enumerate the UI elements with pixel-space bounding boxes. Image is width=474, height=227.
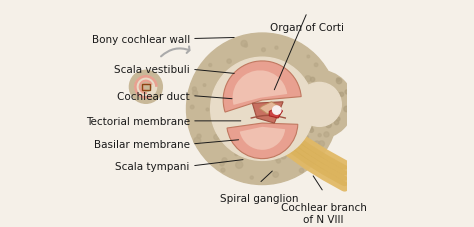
Circle shape [203, 84, 206, 87]
Wedge shape [233, 71, 287, 106]
Circle shape [318, 134, 321, 137]
Circle shape [250, 176, 253, 179]
Circle shape [221, 168, 225, 172]
Circle shape [227, 60, 231, 64]
Circle shape [305, 136, 309, 139]
Circle shape [301, 150, 306, 155]
Circle shape [276, 159, 281, 163]
Circle shape [310, 78, 315, 82]
Text: Organ of Corti: Organ of Corti [270, 23, 344, 33]
Circle shape [273, 106, 281, 115]
Circle shape [280, 153, 286, 159]
Circle shape [220, 162, 224, 166]
Circle shape [345, 90, 349, 95]
Circle shape [324, 132, 329, 137]
Circle shape [309, 127, 312, 131]
Circle shape [317, 122, 321, 127]
Circle shape [275, 157, 278, 161]
Circle shape [186, 34, 338, 185]
Circle shape [332, 90, 337, 95]
Circle shape [334, 121, 339, 125]
Text: Bony cochlear wall: Bony cochlear wall [91, 34, 190, 44]
Wedge shape [134, 76, 158, 99]
Circle shape [314, 64, 318, 67]
Text: Spiral ganglion: Spiral ganglion [220, 193, 298, 203]
Circle shape [291, 95, 297, 101]
Circle shape [285, 71, 354, 139]
Circle shape [330, 109, 333, 112]
Circle shape [336, 103, 340, 107]
Circle shape [314, 141, 320, 147]
Circle shape [344, 107, 349, 112]
Circle shape [292, 104, 296, 107]
Circle shape [206, 109, 209, 111]
Circle shape [262, 49, 265, 52]
Circle shape [336, 118, 340, 121]
Circle shape [273, 172, 278, 178]
Circle shape [135, 77, 156, 98]
Circle shape [308, 116, 313, 121]
Circle shape [305, 76, 311, 83]
Circle shape [288, 105, 292, 109]
Polygon shape [252, 102, 283, 123]
Circle shape [294, 101, 299, 106]
Text: Scala vestibuli: Scala vestibuli [114, 65, 190, 75]
Circle shape [244, 45, 247, 48]
Circle shape [214, 135, 219, 140]
Polygon shape [260, 102, 279, 114]
Circle shape [297, 107, 301, 111]
Circle shape [236, 162, 243, 169]
Wedge shape [240, 127, 285, 150]
Wedge shape [142, 84, 149, 91]
Circle shape [316, 100, 322, 107]
Circle shape [141, 83, 151, 92]
Circle shape [325, 88, 331, 93]
Text: Cochlear duct: Cochlear duct [117, 91, 190, 101]
Circle shape [318, 88, 322, 92]
Circle shape [337, 79, 342, 84]
Wedge shape [138, 80, 153, 95]
Circle shape [339, 93, 344, 97]
Text: Basilar membrane: Basilar membrane [94, 139, 190, 149]
Text: Tectorial membrane: Tectorial membrane [86, 116, 190, 126]
Circle shape [194, 138, 201, 145]
Text: Scala tympani: Scala tympani [115, 161, 190, 171]
Polygon shape [269, 108, 283, 118]
Circle shape [300, 169, 304, 173]
Circle shape [209, 64, 212, 67]
Circle shape [305, 98, 307, 100]
Circle shape [337, 79, 340, 82]
Circle shape [297, 83, 341, 127]
Circle shape [222, 158, 227, 163]
Circle shape [192, 88, 196, 92]
Circle shape [312, 119, 316, 123]
Circle shape [292, 112, 295, 115]
Circle shape [295, 119, 300, 123]
Circle shape [306, 124, 310, 128]
Circle shape [288, 111, 292, 115]
Circle shape [304, 110, 309, 115]
Circle shape [309, 149, 312, 153]
Circle shape [197, 134, 201, 139]
Circle shape [331, 93, 335, 96]
Text: Cochlear branch
of N VIII: Cochlear branch of N VIII [281, 202, 367, 224]
Circle shape [336, 93, 341, 98]
Circle shape [275, 47, 278, 50]
Wedge shape [227, 123, 298, 159]
Circle shape [326, 123, 331, 128]
Circle shape [192, 91, 198, 96]
Circle shape [235, 153, 237, 156]
Circle shape [307, 56, 310, 59]
Circle shape [191, 106, 194, 109]
Circle shape [319, 141, 325, 147]
Circle shape [241, 41, 247, 47]
Circle shape [319, 93, 321, 95]
Circle shape [210, 58, 314, 161]
Circle shape [129, 71, 163, 104]
Circle shape [317, 112, 320, 115]
Wedge shape [223, 62, 301, 113]
Circle shape [310, 128, 313, 133]
